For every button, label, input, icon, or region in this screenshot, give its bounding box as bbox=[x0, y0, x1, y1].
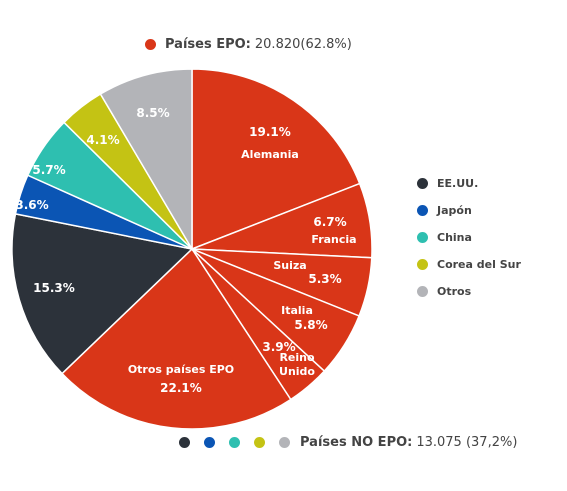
legend-label-ee-uu: EE.UU. bbox=[437, 177, 479, 190]
legend-item-china: China bbox=[417, 224, 521, 251]
legend-item-ee-uu: EE.UU. bbox=[417, 170, 521, 197]
pie-pct-label-alemania: 19.1% bbox=[249, 125, 291, 139]
legend-label-china: China bbox=[437, 231, 472, 244]
pie-slice-ee-uu bbox=[11, 213, 194, 375]
legend-non-epo-countries: EE.UU. Japón China Corea del Sur Otros bbox=[417, 170, 521, 305]
pie-pct-label-francia: 6.7% bbox=[313, 215, 346, 229]
legend-non-epo-markers bbox=[179, 436, 304, 448]
pie-labels: 19.1% Alemania 6.7% Francia 5.3%Suiza 5.8%Ita… bbox=[15, 106, 356, 395]
legend-label-otros: Otros bbox=[437, 285, 472, 298]
legend-marker-japon bbox=[417, 205, 428, 216]
pie-pct-label-japon: 3.6% bbox=[15, 198, 48, 212]
pie-name-label-francia: Francia bbox=[311, 233, 356, 246]
legend-epo-value: 20.820(62.8%) bbox=[254, 36, 352, 52]
legend-non-epo-dot-corea-del-sur bbox=[254, 436, 265, 448]
legend-non-epo-value: 13.075 (37,2%) bbox=[416, 434, 518, 450]
legend-non-epo-dot-china bbox=[229, 436, 240, 448]
pie-pct-label-reino-unido: 3.9% bbox=[262, 340, 295, 354]
pie-name-label-reino-unido-0: Reino bbox=[279, 351, 315, 364]
pie-name-label-italia: Italia bbox=[281, 304, 313, 317]
legend-epo-label: Países EPO: bbox=[165, 36, 251, 52]
pie-pct-label-corea-del-sur: 4.1% bbox=[86, 133, 119, 147]
pie-slice-alemania bbox=[191, 68, 361, 251]
legend-label-japon: Japón bbox=[437, 204, 472, 217]
legend-non-epo-dot-otros bbox=[279, 436, 290, 448]
legend-epo: Países EPO: 20.820(62.8%) bbox=[145, 34, 352, 54]
legend-marker-corea-del-sur bbox=[417, 259, 428, 270]
pie-pct-label-china: 5.7% bbox=[32, 163, 65, 177]
legend-item-corea-del-sur: Corea del Sur bbox=[417, 251, 521, 278]
pie-name-label-otros-paises-epo: Otros países EPO bbox=[128, 363, 234, 376]
legend-marker-otros bbox=[417, 286, 428, 297]
legend-item-japon: Japón bbox=[417, 197, 521, 224]
pie-slices bbox=[11, 68, 373, 430]
pie-name-label-suiza: Suiza bbox=[273, 259, 306, 272]
legend-marker-ee-uu bbox=[417, 178, 428, 189]
pie-name-label-reino-unido-1: Unido bbox=[279, 365, 315, 378]
pie-name-label-alemania: Alemania bbox=[241, 148, 299, 161]
legend-non-epo-dot-ee-uu bbox=[179, 436, 190, 448]
legend-non-epo: Países NO EPO: 13.075 (37,2%) bbox=[179, 432, 517, 452]
legend-non-epo-label: Países NO EPO: bbox=[300, 434, 413, 450]
pie-pct-label-otros: 8.5% bbox=[136, 106, 169, 120]
pie-slice-otros bbox=[99, 68, 193, 252]
legend-item-otros: Otros bbox=[417, 278, 521, 305]
legend-epo-marker bbox=[145, 38, 156, 50]
pie-slice-otros-paises-epo bbox=[60, 247, 292, 430]
legend-marker-china bbox=[417, 232, 428, 243]
legend-label-corea-del-sur: Corea del Sur bbox=[437, 258, 521, 271]
legend-non-epo-dot-japon bbox=[204, 436, 215, 448]
pie-pct-label-ee-uu: 15.3% bbox=[33, 281, 75, 295]
pie-pct-label-otros-paises-epo: 22.1% bbox=[160, 381, 202, 395]
pie-pct-label-italia: 5.8% bbox=[294, 318, 327, 332]
pie-pct-label-suiza: 5.3% bbox=[308, 272, 341, 286]
